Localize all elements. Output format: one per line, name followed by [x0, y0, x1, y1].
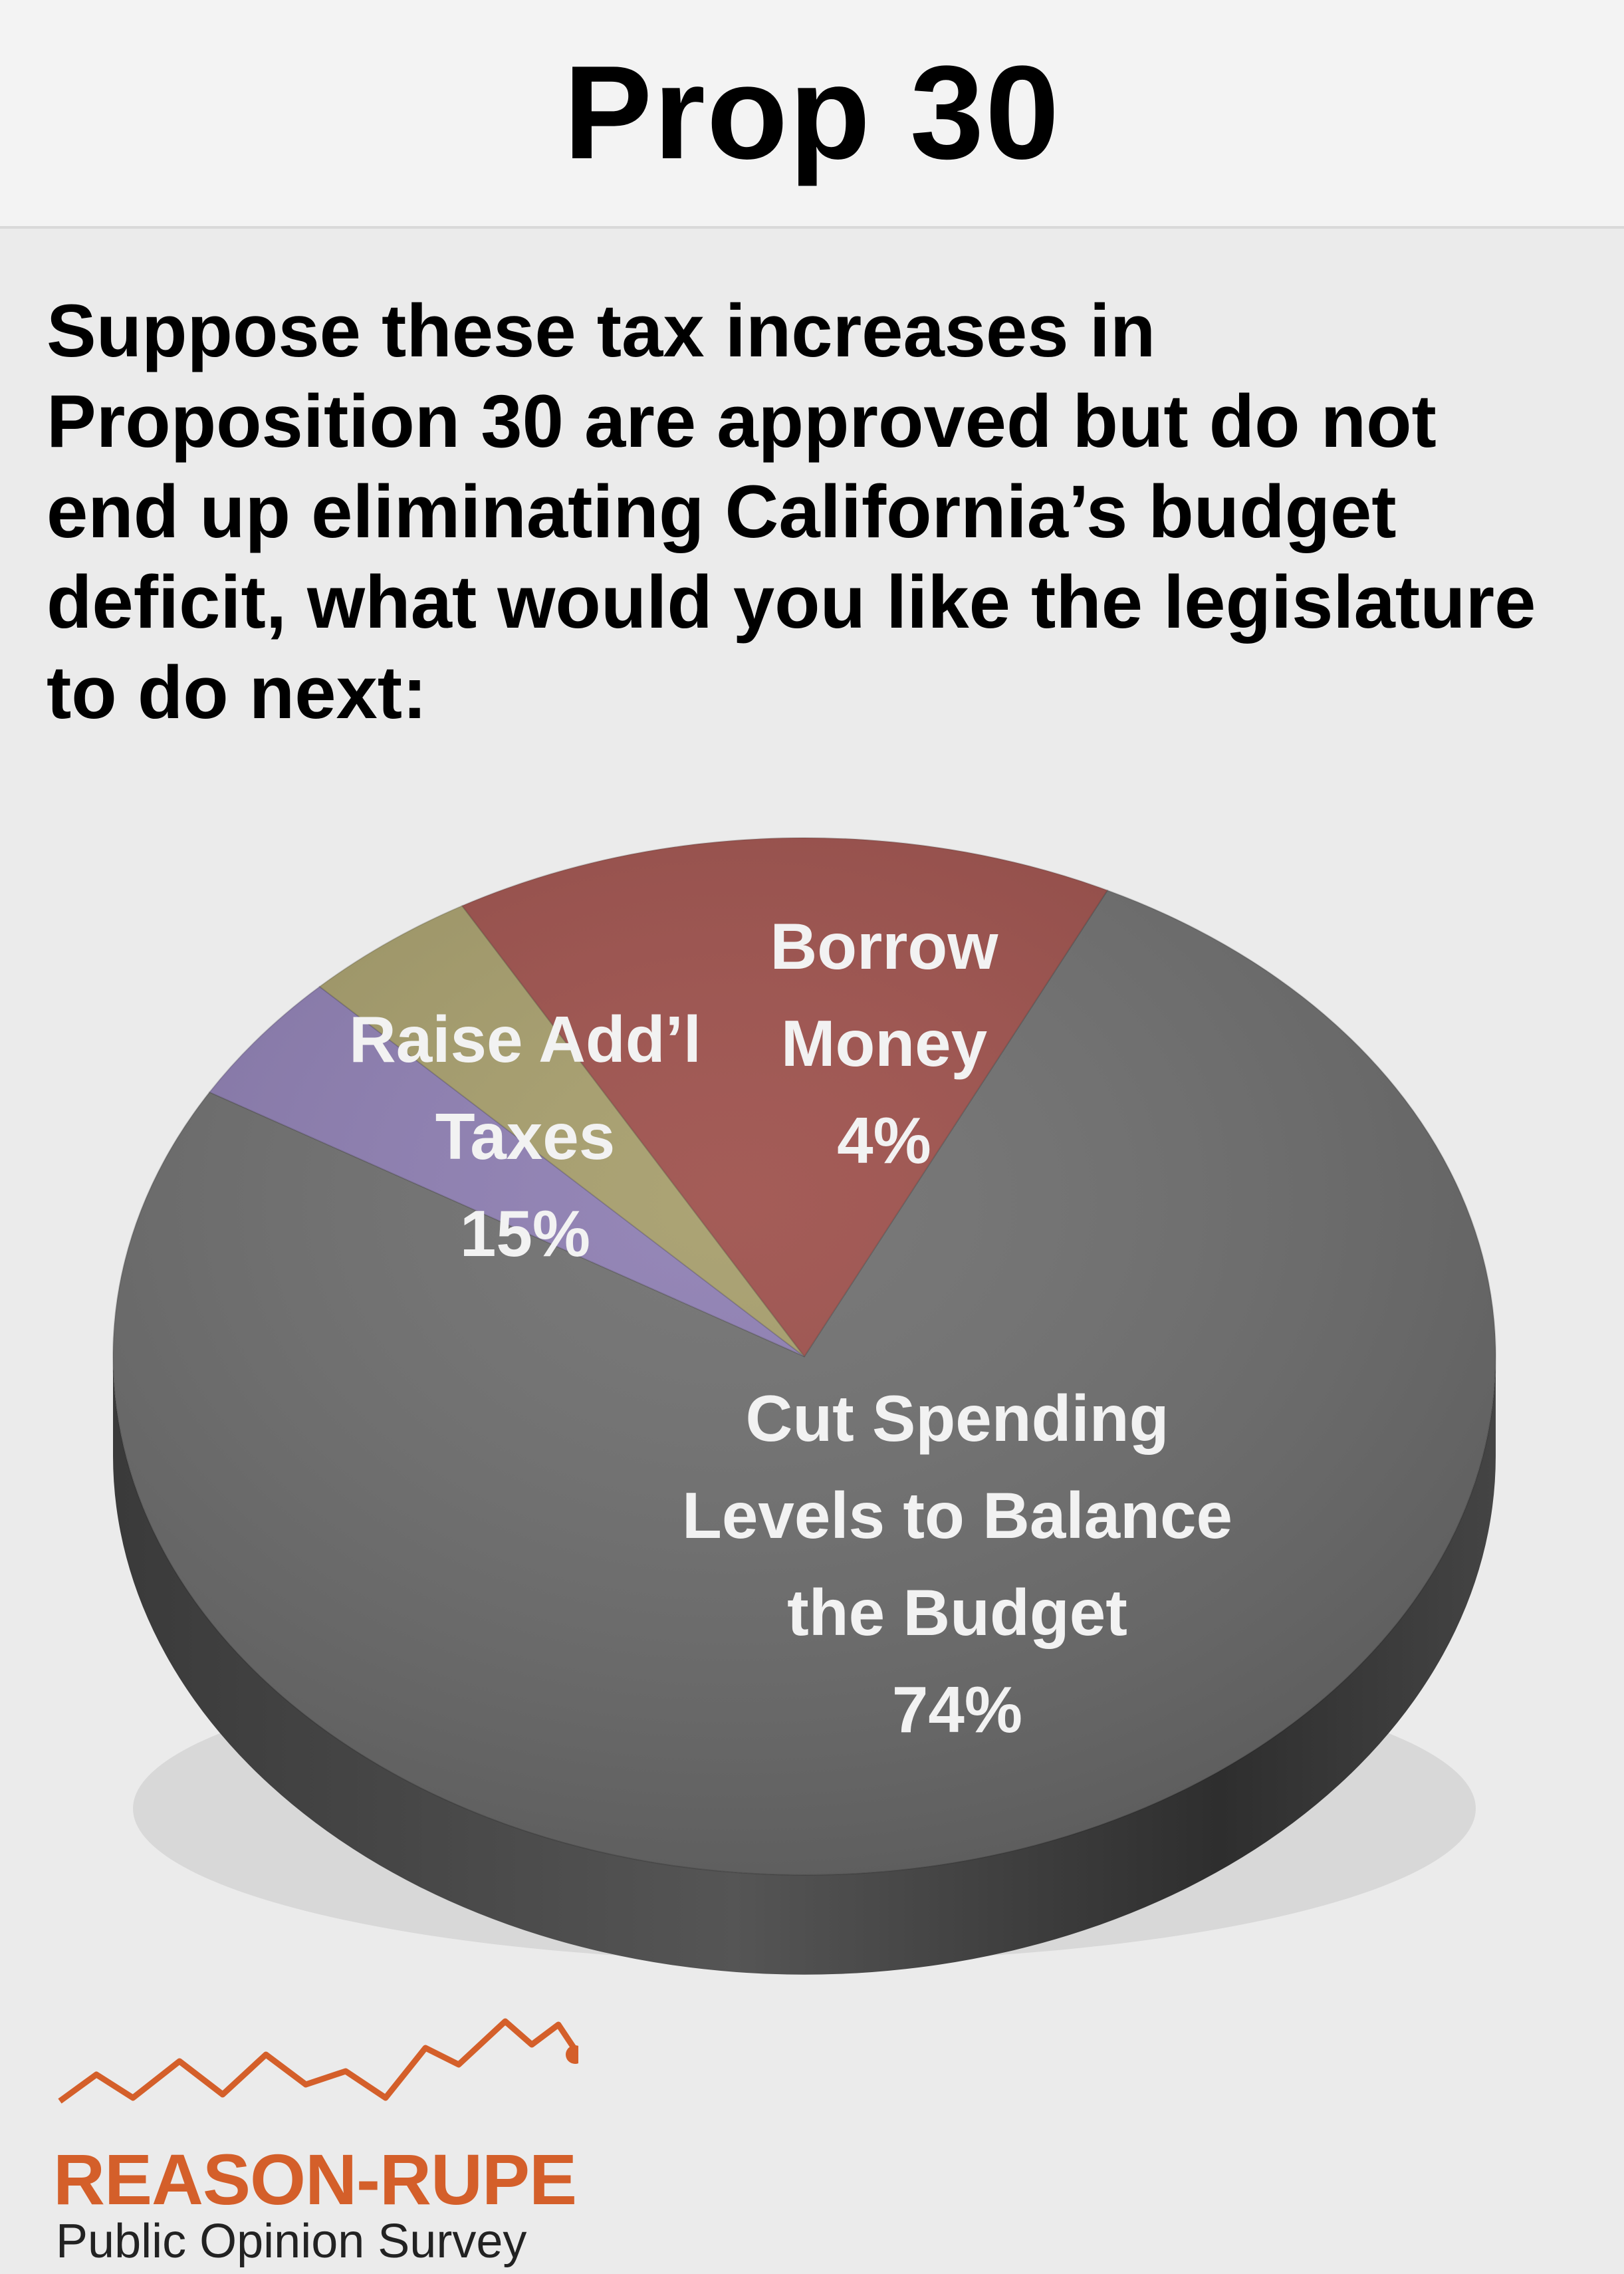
slice-value-borrow: 4%	[837, 1104, 931, 1177]
slice-label-cut-spending-line-2: Levels to Balance	[682, 1479, 1232, 1552]
survey-question: Suppose these tax increases in Propositi…	[47, 289, 1536, 734]
header-bar: Prop 30	[0, 0, 1624, 229]
reason-rupe-logo: REASON-RUPE Public Opinion Survey	[47, 2008, 584, 2268]
slice-label-raise-line-2: Taxes	[435, 1100, 616, 1173]
slice-label-raise-line-1: Raise Add’l	[348, 1003, 702, 1076]
slice-label-borrow-line-2: Money	[780, 1007, 988, 1080]
slice-label-cut-spending-line-3: the Budget	[787, 1576, 1127, 1649]
page-title: Prop 30	[563, 39, 1061, 187]
slice-value-cut-spending: 74%	[891, 1673, 1023, 1746]
logo-name: REASON-RUPE	[53, 2139, 577, 2219]
slice-label-raise-taxes: Raise Add’l Taxes 15%	[312, 991, 738, 1282]
slice-label-borrow-money: Borrow Money 4%	[738, 898, 1030, 1189]
slice-label-borrow-line-1: Borrow	[770, 910, 998, 983]
logo-subtitle: Public Opinion Survey	[56, 2215, 527, 2268]
slice-value-raise: 15%	[459, 1197, 591, 1270]
logo-line-graphic	[58, 2018, 584, 2104]
slice-label-cut-spending-line-1: Cut Spending	[745, 1382, 1169, 1455]
slice-label-cut-spending: Cut Spending Levels to Balance the Budge…	[612, 1370, 1303, 1758]
